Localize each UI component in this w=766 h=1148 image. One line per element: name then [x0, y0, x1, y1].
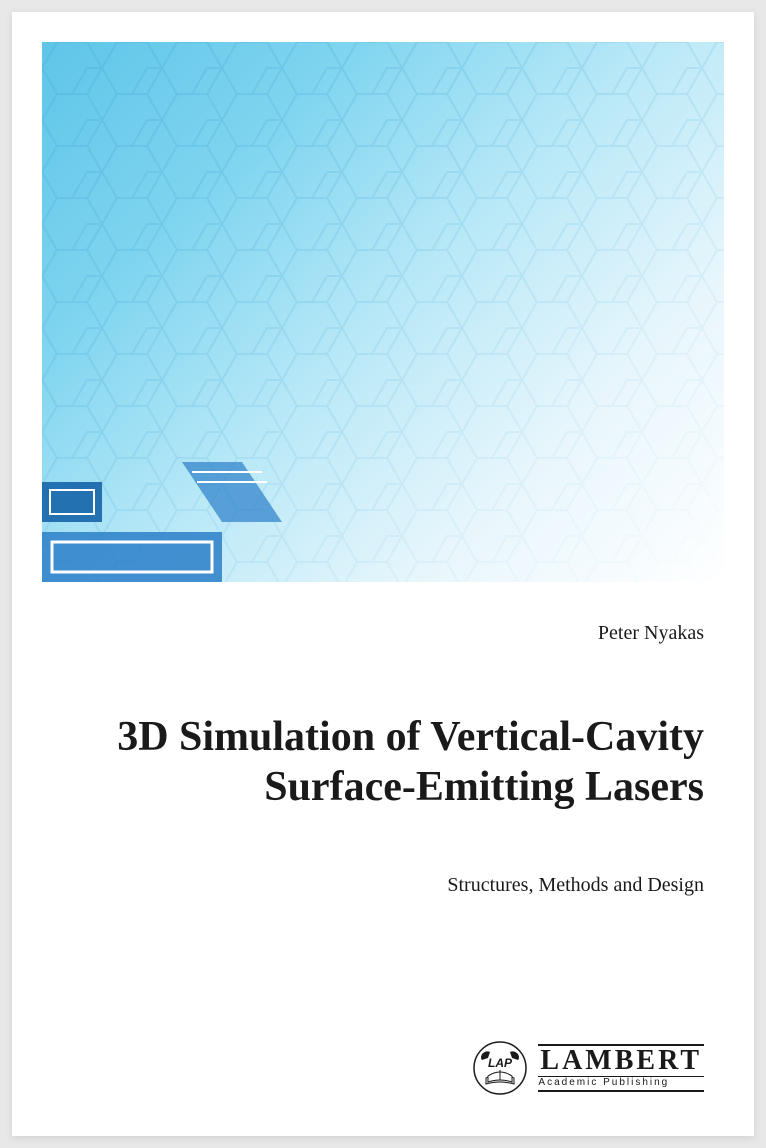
publisher-badge-icon: LAP	[472, 1040, 528, 1096]
publisher-block: LAP LAMBERT Academic Publishing	[472, 1040, 704, 1096]
publisher-text: LAMBERT Academic Publishing	[538, 1044, 704, 1093]
svg-text:LAP: LAP	[488, 1056, 513, 1070]
book-title: 3D Simulation of Vertical-Cavity Surface…	[72, 712, 704, 813]
publisher-tagline: Academic Publishing	[538, 1077, 704, 1092]
book-cover: Peter Nyakas 3D Simulation of Vertical-C…	[12, 12, 754, 1136]
book-subtitle: Structures, Methods and Design	[447, 874, 704, 897]
cover-graphic	[42, 42, 724, 582]
geometric-accent	[42, 462, 282, 582]
publisher-name: LAMBERT	[538, 1044, 704, 1078]
author-name: Peter Nyakas	[598, 622, 704, 645]
